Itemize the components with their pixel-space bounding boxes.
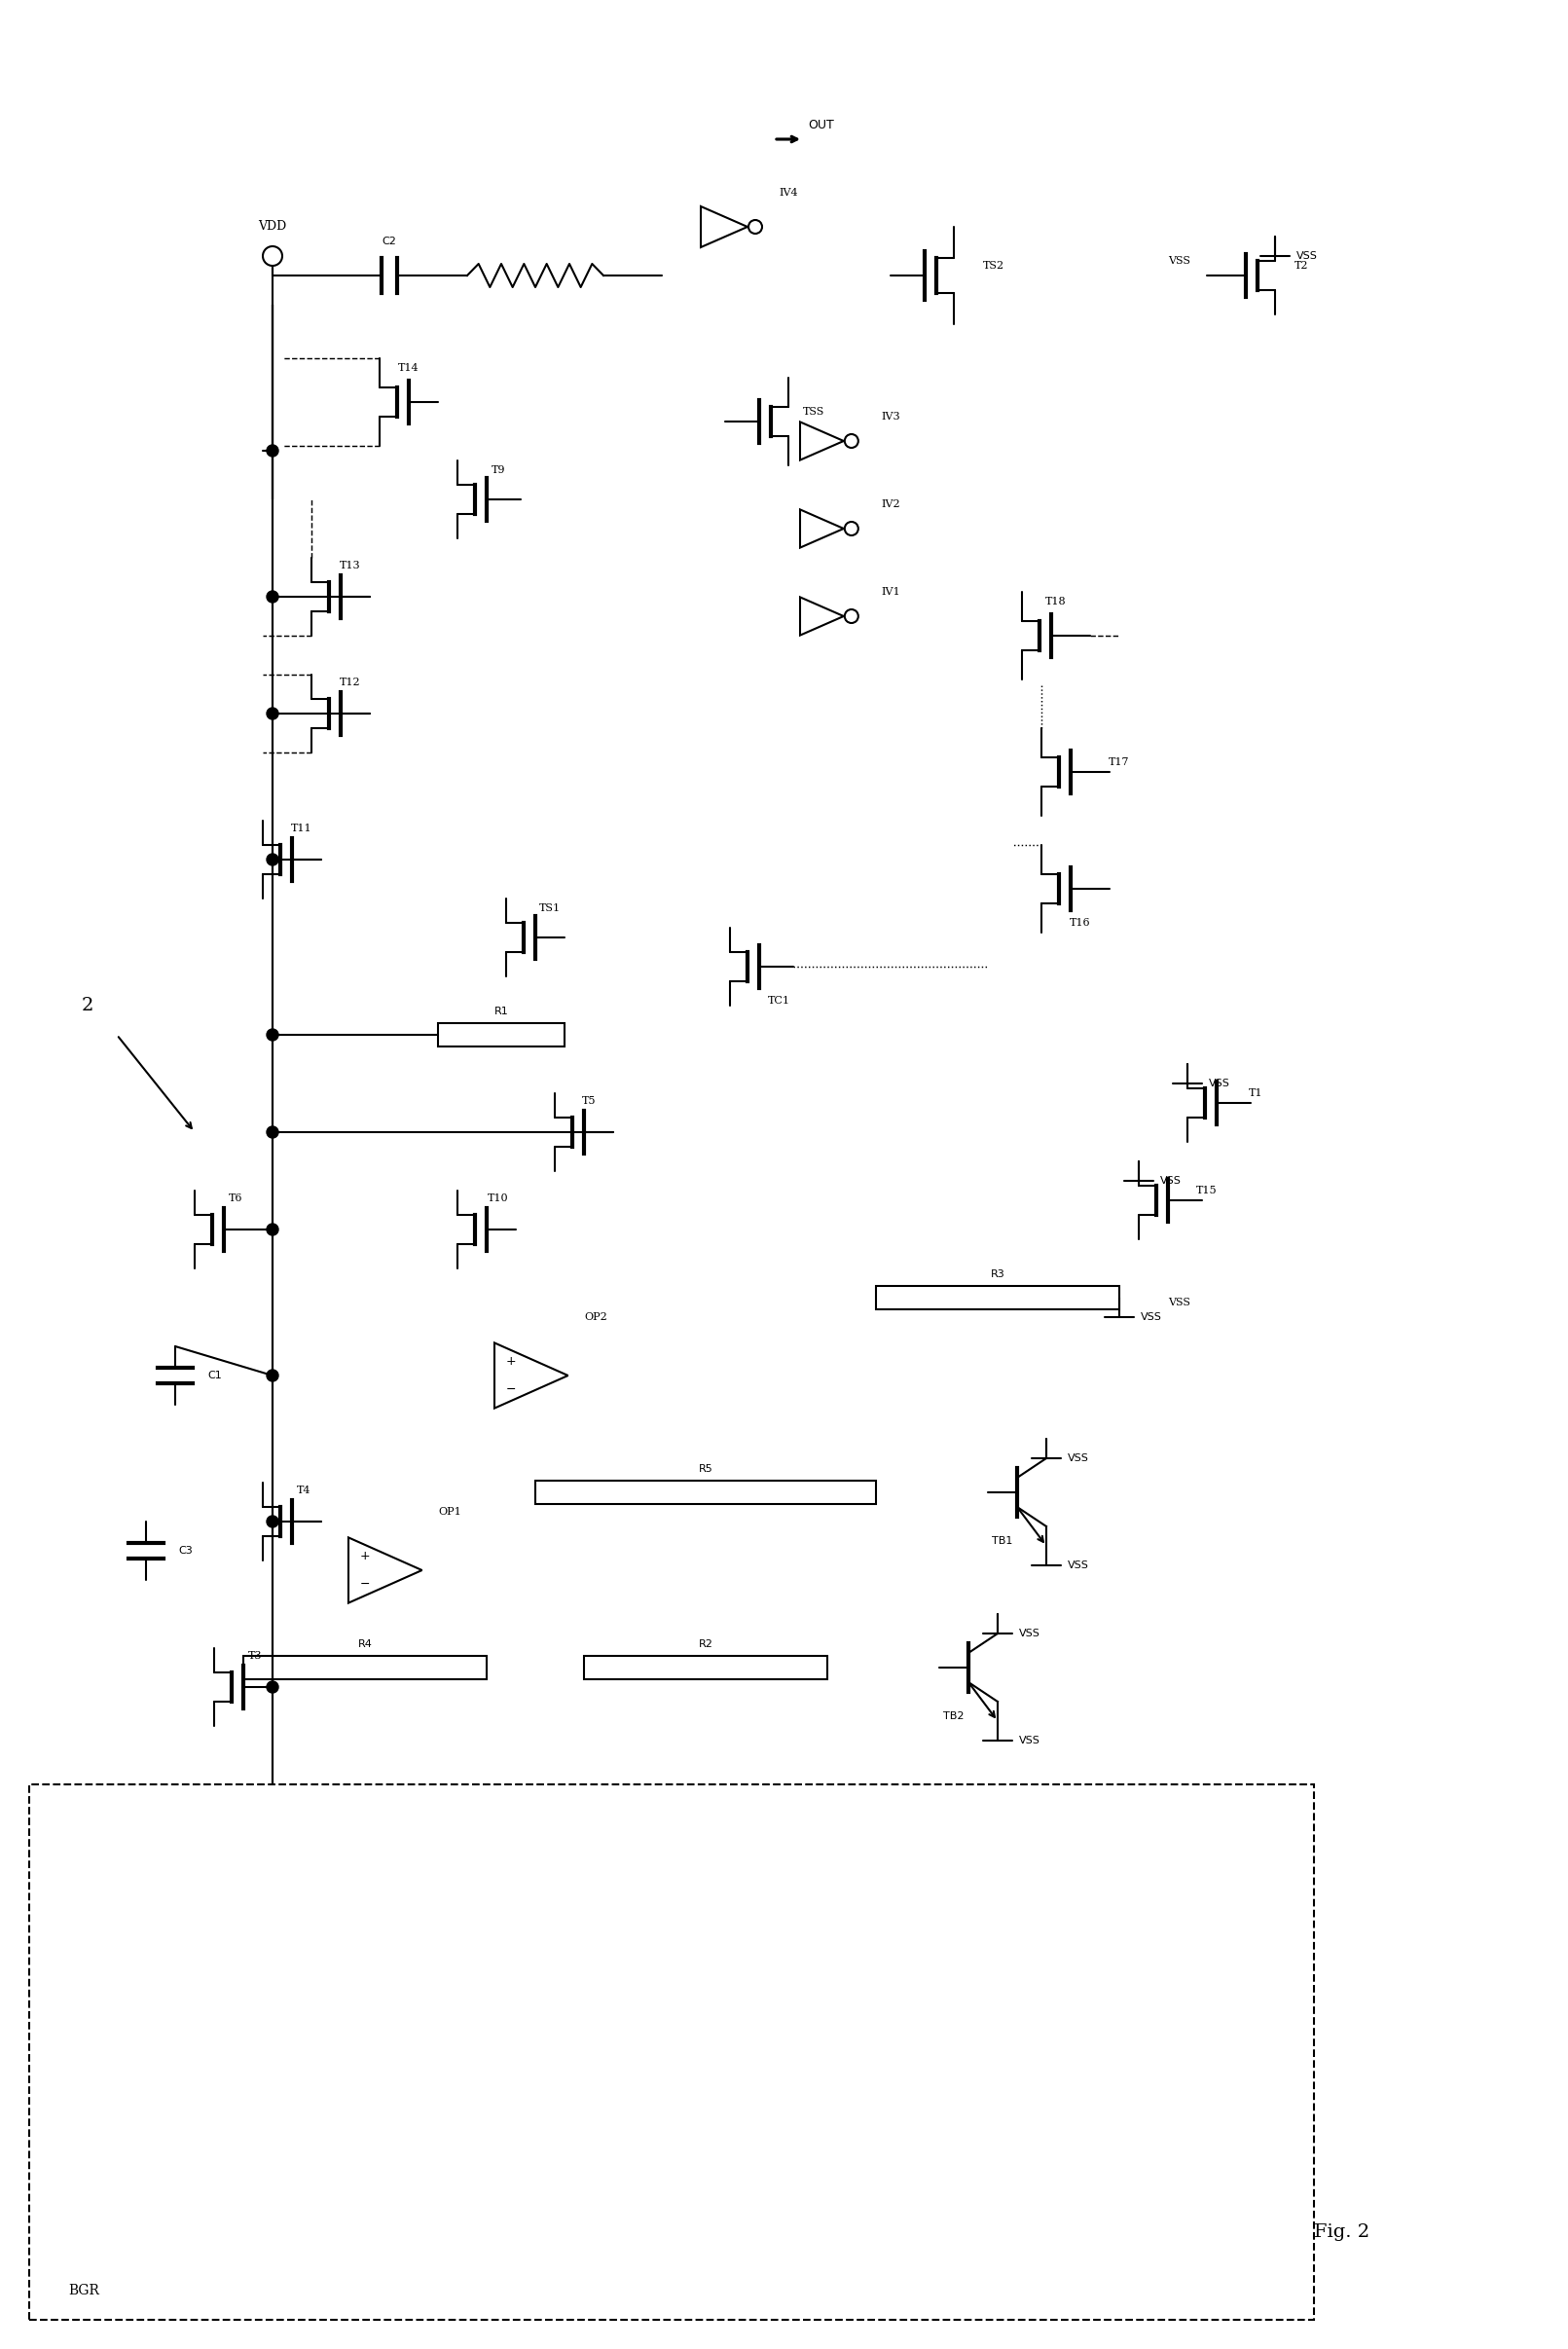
Text: OUT: OUT bbox=[808, 117, 834, 132]
Text: T5: T5 bbox=[582, 1097, 596, 1106]
Text: VSS: VSS bbox=[1160, 1177, 1181, 1186]
Circle shape bbox=[267, 1515, 279, 1527]
Circle shape bbox=[267, 707, 279, 719]
Text: C3: C3 bbox=[179, 1546, 193, 1555]
Circle shape bbox=[267, 1224, 279, 1236]
Bar bbox=[583, 1656, 828, 1680]
Circle shape bbox=[267, 1029, 279, 1041]
Text: IV2: IV2 bbox=[881, 500, 900, 510]
Text: −: − bbox=[359, 1579, 370, 1590]
Text: T15: T15 bbox=[1196, 1186, 1217, 1196]
Text: IV4: IV4 bbox=[779, 188, 798, 197]
Text: TB1: TB1 bbox=[993, 1536, 1013, 1546]
Text: TC1: TC1 bbox=[767, 996, 790, 1005]
Text: +: + bbox=[505, 1355, 516, 1367]
Text: −: − bbox=[506, 1384, 516, 1395]
Text: T17: T17 bbox=[1109, 756, 1131, 768]
Text: VSS: VSS bbox=[1209, 1078, 1231, 1088]
Text: R5: R5 bbox=[698, 1463, 713, 1473]
Text: T12: T12 bbox=[340, 677, 361, 688]
Text: TB2: TB2 bbox=[944, 1712, 964, 1722]
Text: VSS: VSS bbox=[1019, 1628, 1040, 1637]
Text: T13: T13 bbox=[340, 561, 361, 571]
Circle shape bbox=[267, 1369, 279, 1381]
Text: R3: R3 bbox=[991, 1268, 1005, 1280]
Text: R4: R4 bbox=[358, 1640, 372, 1649]
Text: T11: T11 bbox=[292, 824, 312, 834]
Text: T3: T3 bbox=[248, 1651, 262, 1661]
Text: VSS: VSS bbox=[1019, 1736, 1040, 1745]
Text: IV1: IV1 bbox=[881, 587, 900, 597]
Text: VSS: VSS bbox=[1068, 1560, 1090, 1569]
Circle shape bbox=[267, 1682, 279, 1694]
Text: R2: R2 bbox=[698, 1640, 713, 1649]
Text: VSS: VSS bbox=[1140, 1313, 1162, 1322]
Text: VSS: VSS bbox=[1068, 1454, 1090, 1463]
Text: T9: T9 bbox=[491, 465, 505, 474]
Text: TS2: TS2 bbox=[983, 261, 1005, 270]
Text: T18: T18 bbox=[1046, 597, 1066, 606]
Text: TSS: TSS bbox=[803, 406, 825, 416]
Text: VSS: VSS bbox=[1297, 251, 1317, 261]
Bar bbox=[437, 1024, 564, 1048]
Text: T16: T16 bbox=[1069, 918, 1091, 928]
Text: BGR: BGR bbox=[67, 2283, 99, 2297]
Text: T4: T4 bbox=[296, 1485, 310, 1496]
Bar bbox=[243, 1656, 486, 1680]
Text: VSS: VSS bbox=[1168, 1297, 1190, 1308]
Text: T2: T2 bbox=[1295, 261, 1309, 270]
Circle shape bbox=[267, 444, 279, 456]
Text: TS1: TS1 bbox=[539, 904, 561, 914]
Text: T10: T10 bbox=[488, 1193, 510, 1203]
Bar bbox=[877, 1285, 1120, 1308]
Text: T14: T14 bbox=[398, 364, 419, 373]
Text: C2: C2 bbox=[383, 237, 397, 247]
Bar bbox=[535, 1480, 877, 1503]
Text: +: + bbox=[359, 1550, 370, 1562]
Circle shape bbox=[267, 592, 279, 604]
Text: T6: T6 bbox=[229, 1193, 243, 1203]
Text: Fig. 2: Fig. 2 bbox=[1314, 2225, 1369, 2241]
Circle shape bbox=[267, 1125, 279, 1137]
Text: R1: R1 bbox=[494, 1008, 508, 1017]
Text: 2: 2 bbox=[82, 996, 94, 1015]
Text: OP1: OP1 bbox=[437, 1508, 461, 1517]
Text: OP2: OP2 bbox=[583, 1313, 607, 1322]
Text: VSS: VSS bbox=[1168, 256, 1190, 265]
Circle shape bbox=[267, 853, 279, 864]
Text: T1: T1 bbox=[1248, 1088, 1262, 1097]
Text: C1: C1 bbox=[207, 1372, 221, 1381]
Text: IV3: IV3 bbox=[881, 411, 900, 420]
Text: VDD: VDD bbox=[259, 221, 287, 233]
